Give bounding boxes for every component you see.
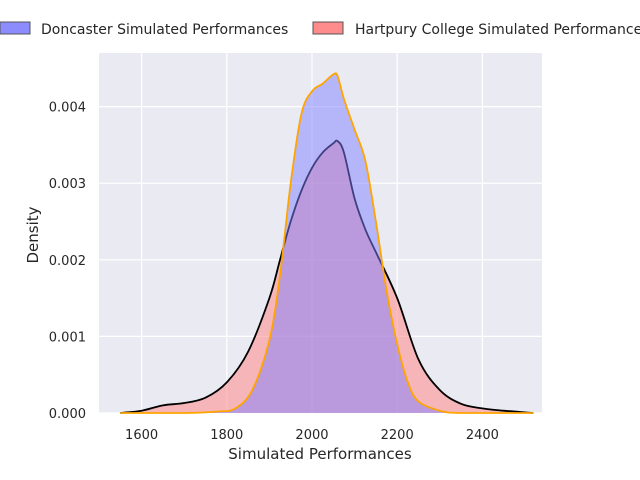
x-axis-title: Simulated Performances [228,445,412,463]
x-tick-label: 2200 [381,428,414,443]
legend: Doncaster Simulated Performances Hartpury… [0,21,640,38]
y-tick-label: 0.003 [49,177,86,192]
y-tick-label: 0.000 [49,407,86,422]
y-tick-label: 0.001 [49,330,86,345]
x-tick-label: 2400 [466,428,499,443]
x-tick-label: 2000 [295,428,328,443]
legend-label-1: Hartpury College Simulated Performances [355,22,640,38]
legend-label-0: Doncaster Simulated Performances [41,22,288,38]
y-tick-label: 0.004 [49,101,86,116]
x-tick-label: 1600 [125,428,158,443]
y-axis-title: Density [24,206,42,263]
density-area-0 [120,73,534,414]
legend-swatch-0 [0,21,31,35]
legend-swatch-1 [312,21,344,35]
y-tick-label: 0.002 [49,254,86,269]
density-areas [120,72,534,414]
x-tick-label: 1800 [210,428,243,443]
density-line-0 [120,72,534,414]
tick-labels: 1600 1800 2000 2200 2400 0.000 0.001 0.002 0.003… [49,101,499,443]
